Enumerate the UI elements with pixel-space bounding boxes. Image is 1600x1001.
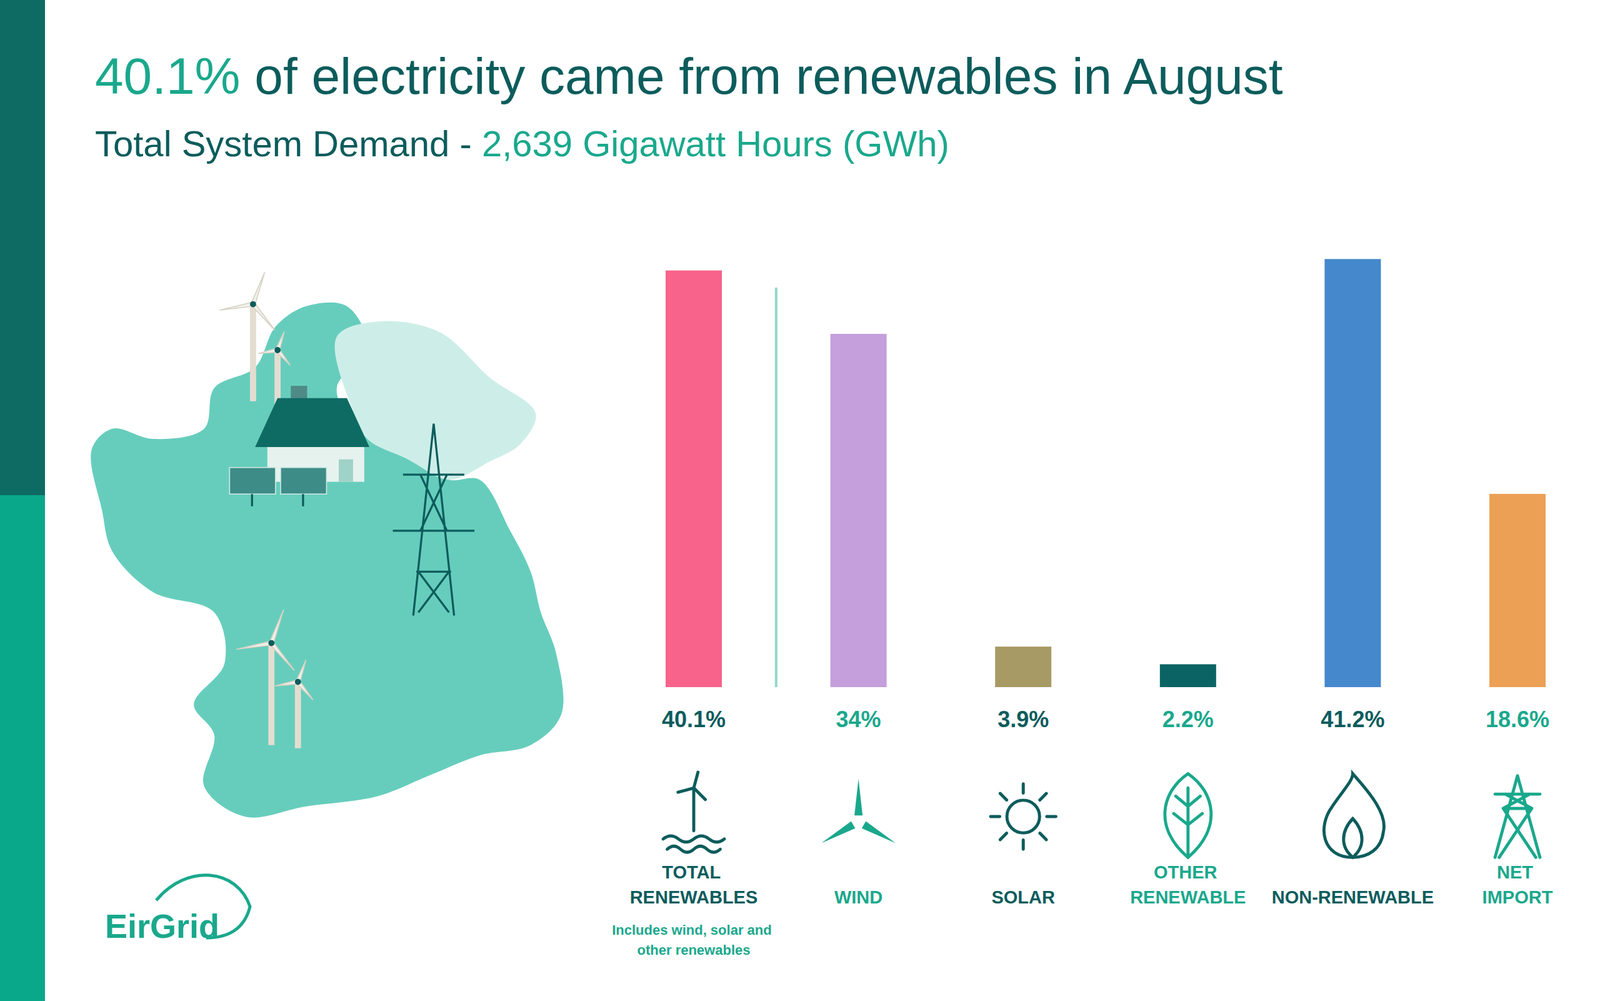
turbine-blade: [235, 640, 272, 651]
solar-panel: [229, 467, 275, 494]
turbine-blade: [269, 608, 286, 644]
category-labels: TOTAL RENEWABLES WIND SOLAR OTHER RENEWABLE…: [630, 861, 1554, 907]
logo-arc: [156, 875, 250, 938]
category-label: TOTAL RENEWABLES: [630, 861, 759, 907]
turbine-blade: [219, 301, 254, 312]
bar: [830, 333, 887, 687]
icon: [1165, 773, 1212, 857]
house-door: [338, 459, 354, 482]
turbine-blade: [251, 302, 277, 332]
infographic: 40.1% of electricity came from renewable…: [0, 0, 1600, 1001]
category-label: NON-RENEWABLE: [1271, 886, 1434, 907]
turbine-tower: [295, 681, 302, 749]
turbine-tower: [268, 643, 275, 745]
turbine-blade: [251, 271, 267, 305]
category-label: OTHER RENEWABLE: [1130, 861, 1246, 907]
map-ireland: [90, 302, 564, 818]
pylon: [393, 423, 475, 616]
category-label-line: SOLAR: [991, 886, 1055, 907]
solar-stand: [301, 493, 304, 507]
category-label-line: NON-RENEWABLE: [1271, 886, 1434, 907]
category-label: SOLAR: [991, 886, 1055, 907]
category-label-line: IMPORT: [1482, 886, 1554, 907]
category-label-line: NET: [1496, 861, 1539, 882]
turbine-hub: [268, 640, 275, 647]
data-labels: 40.1% 34% 3.9% 2.2% 41.2% 18.6%: [661, 706, 1550, 732]
side-strip: [0, 495, 45, 1001]
bar: [1324, 258, 1381, 687]
title-rest: of electricity came from renewables in A…: [254, 47, 1284, 105]
data-label: 34%: [836, 706, 882, 732]
map: [90, 271, 564, 817]
side-strip: [0, 0, 45, 495]
turbine-blade: [275, 679, 299, 688]
annotation-line: Includes wind, solar and: [611, 921, 776, 938]
logo: EirGrid: [105, 906, 220, 945]
category-label: NET IMPORT: [1482, 861, 1554, 907]
category-label-line: RENEWABLES: [630, 886, 759, 907]
solar-panel: [280, 467, 327, 494]
turbine-blade: [270, 641, 297, 672]
icons: [663, 771, 1540, 857]
data-label: 18.6%: [1485, 706, 1550, 732]
turbine-hub: [295, 678, 302, 685]
separator: [775, 287, 778, 687]
icon: [819, 778, 898, 847]
category-label-line: TOTAL: [661, 861, 726, 882]
category-label-line: WIND: [834, 886, 883, 907]
category-label: WIND: [834, 886, 883, 907]
bar: [1160, 663, 1217, 687]
subtitle-part: Total System Demand -: [95, 123, 482, 164]
icon: [1323, 773, 1384, 857]
data-label: 40.1%: [661, 706, 726, 732]
category-label-line: OTHER: [1153, 861, 1223, 882]
data-label: 41.2%: [1320, 706, 1385, 732]
data-label: 2.2%: [1162, 706, 1214, 732]
icon: [1495, 775, 1540, 858]
subtitle: Total System Demand - 2,639 Gigawatt Hou…: [95, 123, 950, 164]
title-highlight: 40.1%: [95, 47, 255, 105]
turbine-hub: [250, 301, 257, 308]
annotation-line: other renewables: [637, 941, 751, 958]
map-north: [335, 321, 537, 480]
turbine-tower: [274, 350, 281, 407]
turbine-tower: [250, 304, 257, 402]
category-label-line: RENEWABLE: [1130, 886, 1246, 907]
icon: [990, 783, 1056, 849]
bars: [665, 258, 1546, 687]
data-label: 3.9%: [997, 706, 1049, 732]
bar: [665, 270, 722, 687]
title: 40.1% of electricity came from renewable…: [95, 47, 1284, 105]
bar: [995, 646, 1052, 687]
icon: [663, 771, 725, 852]
turbine-hub: [274, 346, 281, 354]
subtitle-highlight: 2,639 Gigawatt Hours (GWh): [481, 123, 950, 164]
house-roof: [255, 398, 370, 447]
annotation: Includes wind, solar and other renewable…: [611, 921, 776, 958]
solar-stand: [251, 493, 254, 507]
bar: [1489, 493, 1546, 687]
